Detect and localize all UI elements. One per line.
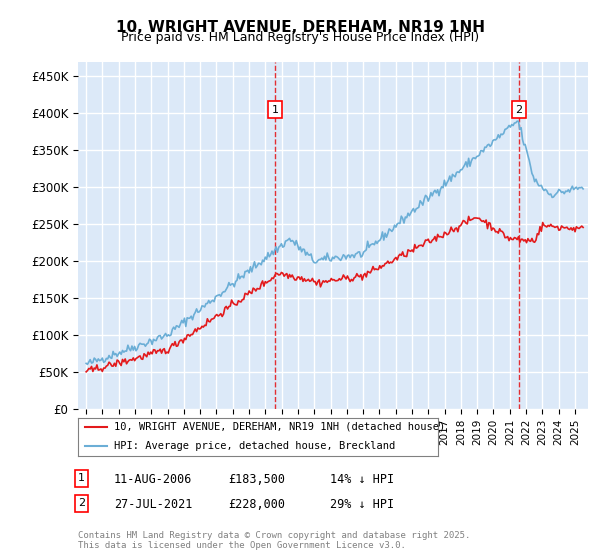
Text: 2: 2 <box>78 498 85 508</box>
Text: 1: 1 <box>272 105 278 115</box>
Text: 1: 1 <box>78 473 85 483</box>
Text: 27-JUL-2021: 27-JUL-2021 <box>114 498 193 511</box>
Text: 10, WRIGHT AVENUE, DEREHAM, NR19 1NH (detached house): 10, WRIGHT AVENUE, DEREHAM, NR19 1NH (de… <box>114 422 445 432</box>
Text: 29% ↓ HPI: 29% ↓ HPI <box>330 498 394 511</box>
Text: 10, WRIGHT AVENUE, DEREHAM, NR19 1NH: 10, WRIGHT AVENUE, DEREHAM, NR19 1NH <box>115 20 485 35</box>
Text: HPI: Average price, detached house, Breckland: HPI: Average price, detached house, Brec… <box>114 441 395 451</box>
Text: Price paid vs. HM Land Registry's House Price Index (HPI): Price paid vs. HM Land Registry's House … <box>121 31 479 44</box>
Text: 11-AUG-2006: 11-AUG-2006 <box>114 473 193 486</box>
Text: Contains HM Land Registry data © Crown copyright and database right 2025.
This d: Contains HM Land Registry data © Crown c… <box>78 530 470 550</box>
Text: 2: 2 <box>515 105 523 115</box>
Text: £228,000: £228,000 <box>228 498 285 511</box>
Text: 14% ↓ HPI: 14% ↓ HPI <box>330 473 394 486</box>
Text: £183,500: £183,500 <box>228 473 285 486</box>
